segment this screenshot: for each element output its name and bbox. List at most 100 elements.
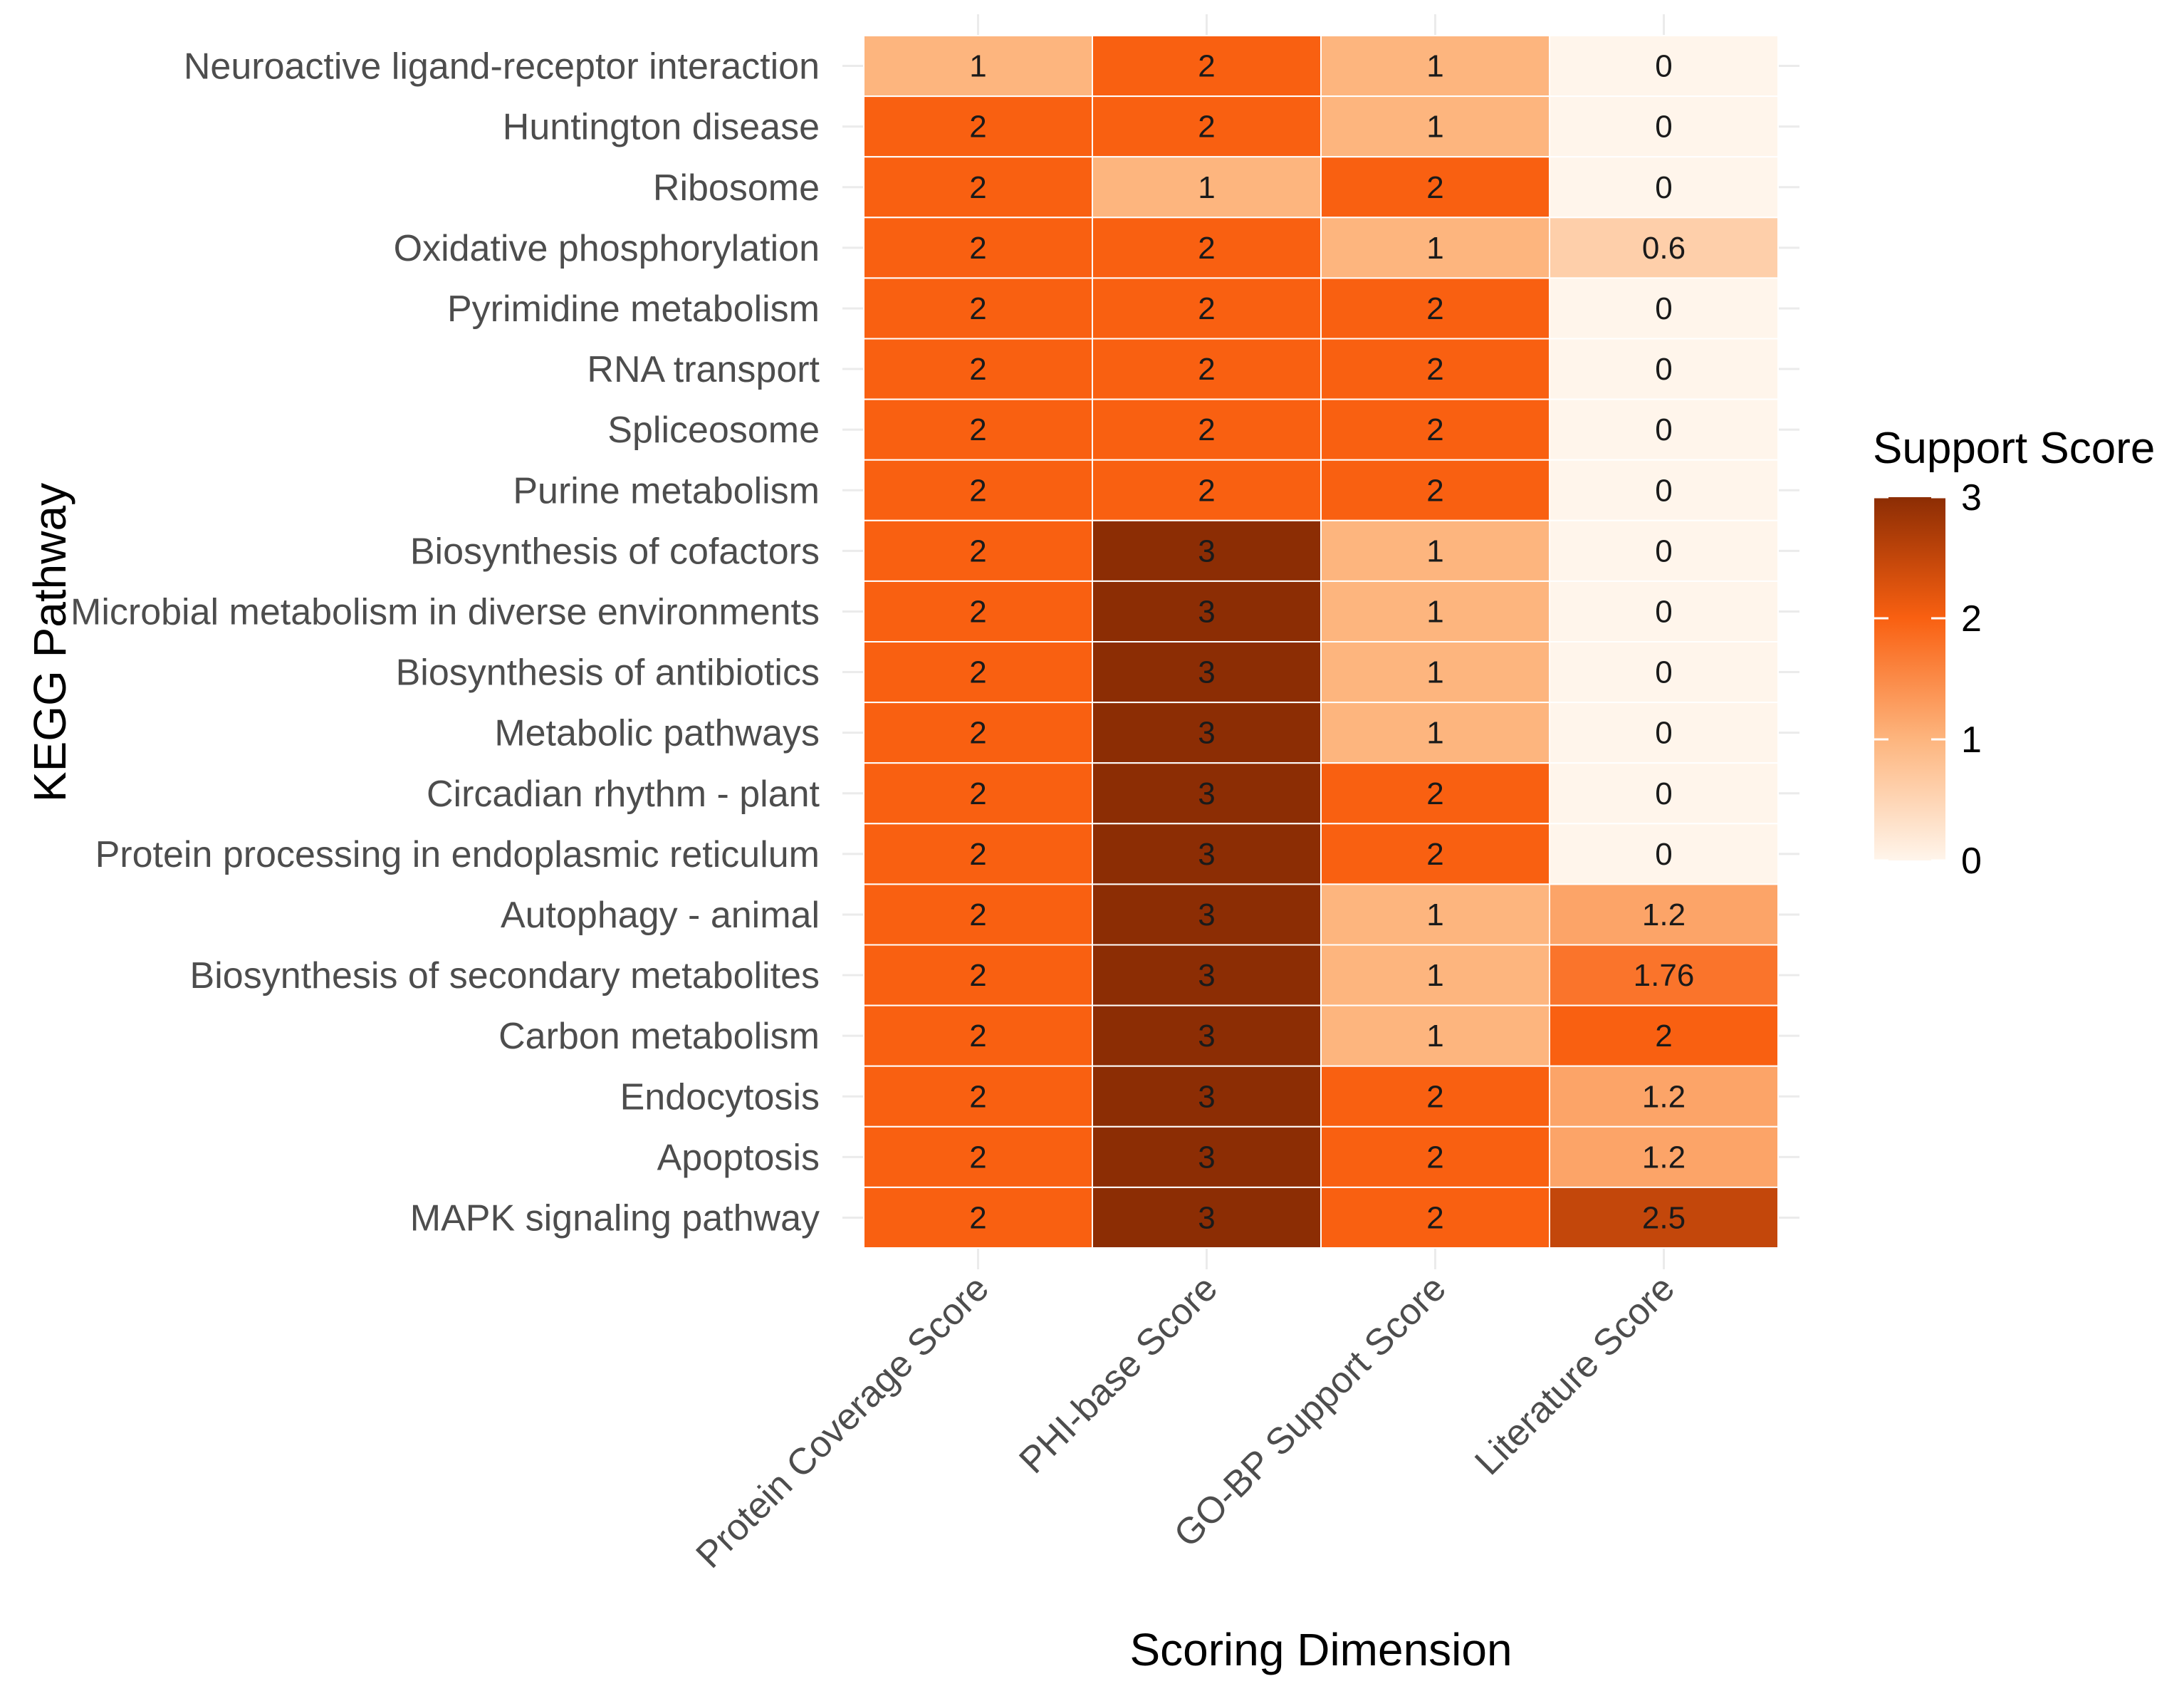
column-label: Literature Score <box>1467 1267 1683 1483</box>
cell-value-label: 2 <box>969 231 986 266</box>
heatmap-cell <box>1092 944 1322 1006</box>
row-label: Autophagy - animal <box>501 895 820 936</box>
cell-value-label: 2 <box>969 1079 986 1114</box>
heatmap-cell <box>863 277 1093 340</box>
y-axis-tick-labels: Neuroactive ligand-receptor interaction H… <box>70 46 820 1239</box>
row-label: Endocytosis <box>620 1076 820 1118</box>
cell-value-label: 1 <box>1426 110 1443 145</box>
cell-value-label: 2 <box>1198 412 1215 447</box>
cell-value-label: 2 <box>969 897 986 932</box>
row-label: MAPK signaling pathway <box>410 1197 820 1239</box>
cell-value-label: 0 <box>1655 110 1672 145</box>
heatmap-cells <box>863 35 1779 1249</box>
cell-value-label: 2 <box>969 716 986 751</box>
cell-value-label: 1.76 <box>1634 958 1695 993</box>
heatmap-cell <box>863 338 1093 400</box>
cell-value-label: 3 <box>1198 958 1215 993</box>
cell-value-label: 1 <box>1426 534 1443 568</box>
heatmap-cell <box>863 823 1093 885</box>
cell-value-label: 2 <box>1198 291 1215 326</box>
heatmap-cell <box>1549 641 1779 704</box>
cell-value-label: 2 <box>969 473 986 508</box>
heatmap-cell <box>1320 762 1550 825</box>
cell-value-label: 3 <box>1198 655 1215 690</box>
cell-value-label: 2 <box>1426 291 1443 326</box>
cell-value-label: 3 <box>1198 1140 1215 1175</box>
cell-value-label: 2 <box>1198 110 1215 145</box>
cell-value-label: 2 <box>1426 1200 1443 1235</box>
heatmap-cell <box>1549 580 1779 643</box>
cell-value-label: 2 <box>969 170 986 205</box>
heatmap-cell <box>1549 459 1779 521</box>
heatmap-cell <box>1320 1125 1550 1188</box>
cell-value-label: 3 <box>1198 716 1215 751</box>
heatmap-cell <box>1549 762 1779 825</box>
cell-value-label: 1 <box>1198 170 1215 205</box>
cell-value-label: 1 <box>1426 655 1443 690</box>
heatmap-cell <box>863 702 1093 764</box>
cell-value-label: 1 <box>1426 1019 1443 1053</box>
cell-value-label: 2 <box>969 1200 986 1235</box>
cell-value-label: 0 <box>1655 837 1672 872</box>
cell-value-label: 3 <box>1198 1019 1215 1053</box>
heatmap-cell <box>863 35 1093 98</box>
heatmap-cell <box>1092 217 1322 279</box>
heatmap-cell <box>1092 519 1322 582</box>
cell-value-label: 2 <box>1426 170 1443 205</box>
cell-value-label: 0 <box>1655 473 1672 508</box>
heatmap-cell <box>1092 459 1322 521</box>
heatmap-cell <box>863 519 1093 582</box>
heatmap-cell <box>863 883 1093 946</box>
legend-tick-label: 1 <box>1961 719 1982 761</box>
heatmap-cell <box>1549 1065 1779 1128</box>
heatmap-cell <box>1549 35 1779 98</box>
heatmap-cell <box>1549 823 1779 885</box>
cell-value-label: 2 <box>969 110 986 145</box>
heatmap-cell <box>1549 883 1779 946</box>
heatmap-cell <box>1092 398 1322 461</box>
heatmap-cell <box>1549 1186 1779 1249</box>
cell-value-label: 2 <box>969 534 986 568</box>
cell-value-label: 1 <box>1426 958 1443 993</box>
cell-value-label: 0 <box>1655 291 1672 326</box>
cell-value-label: 2 <box>1426 837 1443 872</box>
cell-value-label: 2 <box>1426 412 1443 447</box>
cell-value-labels: 1 2 1 0 2 2 1 0 2 1 2 0 2 2 1 0.6 2 2 2 0 2 2 2 0 2 2 2 0 2 2 2 0 2 3 1 0 2 3… <box>969 49 1694 1236</box>
heatmap-cell <box>1092 277 1322 340</box>
row-label: Biosynthesis of antibiotics <box>396 652 820 694</box>
heatmap-cell <box>863 1186 1093 1249</box>
cell-value-label: 1 <box>1426 49 1443 84</box>
cell-value-label: 0 <box>1655 776 1672 811</box>
cell-value-label: 2 <box>1426 1079 1443 1114</box>
cell-value-label: 3 <box>1198 897 1215 932</box>
heatmap-cell <box>1320 823 1550 885</box>
cell-value-label: 3 <box>1198 594 1215 629</box>
heatmap-cell <box>863 217 1093 279</box>
cell-value-label: 2 <box>969 958 986 993</box>
cell-value-label: 2 <box>969 837 986 872</box>
cell-value-label: 1.2 <box>1642 1140 1686 1175</box>
cell-value-label: 0 <box>1655 534 1672 568</box>
cell-value-label: 3 <box>1198 534 1215 568</box>
row-label: Neuroactive ligand-receptor interaction <box>184 46 820 88</box>
cell-value-label: 2 <box>969 412 986 447</box>
heatmap-cell <box>1092 702 1322 764</box>
cell-value-label: 1 <box>1426 897 1443 932</box>
x-axis-tick-labels: Protein Coverage Score PHI-base ScoreGO-B… <box>689 1267 1683 1576</box>
cell-value-label: 3 <box>1198 837 1215 872</box>
cell-value-label: 0 <box>1655 49 1672 84</box>
column-label: PHI-base Score <box>1011 1267 1226 1482</box>
cell-value-label: 2 <box>1655 1019 1672 1053</box>
heatmap-cell <box>863 459 1093 521</box>
cell-value-label: 3 <box>1198 1200 1215 1235</box>
cell-value-label: 2 <box>969 352 986 387</box>
heatmap-cell <box>1320 702 1550 764</box>
cell-value-label: 1 <box>1426 594 1443 629</box>
heatmap-cell <box>1092 580 1322 643</box>
heatmap-cell <box>1549 944 1779 1006</box>
heatmap-cell <box>863 762 1093 825</box>
heatmap-cell <box>1092 883 1322 946</box>
row-label: Spliceosome <box>607 410 820 451</box>
heatmap-cell <box>1320 156 1550 219</box>
heatmap-cell <box>1092 156 1322 219</box>
